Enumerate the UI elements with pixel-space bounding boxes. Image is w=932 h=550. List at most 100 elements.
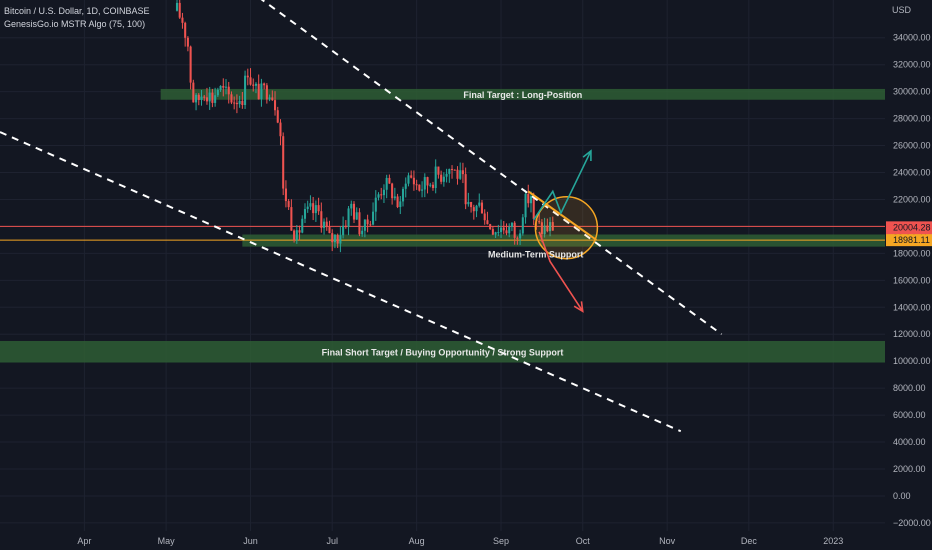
zone-rect[interactable] [0,340,885,363]
candle-body [205,97,208,102]
candle-body [336,234,339,244]
candle-body [309,203,312,207]
axis-unit-label: USD [892,5,912,15]
solid-trend-line[interactable] [527,190,597,241]
candle-body [244,75,247,105]
candle-body [440,174,443,182]
candles [175,0,554,253]
candle-body [532,196,535,219]
y-tick-label: 14000.00 [893,302,931,312]
candle-body [314,205,317,214]
candle-body [284,188,287,202]
bearish-arrow[interactable] [538,231,584,312]
candle-body [328,227,331,234]
price-tag-value: 20004.28 [893,222,931,232]
candle-body [323,221,326,228]
candle-body [508,226,511,234]
candle-body [421,189,424,191]
candle-body [254,83,258,86]
time-axis[interactable]: Apr May Jun Jul Aug Sep Oct Nov Dec 2023 [77,536,843,546]
candle-body [404,183,407,189]
candle-body [453,169,456,171]
candle-body [374,197,377,212]
candle-body [461,170,464,175]
candle-body [456,169,459,179]
candle-body [472,207,475,212]
candle-body [178,2,181,18]
chart-legend: Bitcoin / U.S. Dollar, 1D, COINBASE Gene… [4,5,150,31]
candle-body [546,225,549,232]
y-tick-label: 6000.00 [893,410,926,420]
x-tick-label: Oct [576,536,591,546]
candle-body [519,233,522,239]
x-tick-label: Sep [493,536,509,546]
y-tick-label: 24000.00 [893,168,931,178]
candle-body [475,205,478,212]
candle-body [293,230,296,241]
candle-body [437,166,440,175]
candle-body [282,136,285,189]
candle-body [538,221,541,223]
candle-body [426,177,429,186]
indicator-label[interactable]: GenesisGo.io MSTR Algo (75, 100) [4,19,146,29]
candle-body [271,97,274,101]
candle-body [203,96,206,98]
candle-body [265,85,268,100]
y-tick-label: 22000.00 [893,194,931,204]
candle-body [418,184,421,191]
candle-body [331,233,334,243]
candle-body [279,122,282,137]
candle-body [423,177,426,190]
candle-body [431,184,435,188]
candle-body [358,212,361,235]
candle-body [429,184,432,186]
candle-body [521,217,524,234]
zone-rect[interactable] [160,88,885,100]
candle-body [486,220,489,225]
dashed-trend-line[interactable] [0,131,682,433]
y-tick-label: 30000.00 [893,87,931,97]
candle-body [510,222,513,227]
price-tag [886,234,932,247]
candle-body [192,82,195,103]
y-tick-label: 28000.00 [893,114,931,124]
candle-body [303,209,307,219]
candle-body [200,96,203,100]
candle-body [489,224,492,230]
candle-body [339,235,342,244]
highlight-circle[interactable] [534,196,599,260]
candle-body [175,2,179,11]
y-tick-label: 10000.00 [893,356,931,366]
candle-body [396,196,399,208]
candle-body [450,168,454,170]
candle-body [551,222,554,231]
candle-body [529,196,533,204]
candle-body [467,201,470,205]
y-tick-label: 32000.00 [893,60,931,70]
candle-body [516,237,519,239]
candle-body [257,83,260,100]
y-tick-label: 8000.00 [893,383,926,393]
candle-body [287,201,290,208]
candle-body [415,184,418,186]
x-tick-label: Apr [77,536,91,546]
candle-body [276,110,279,123]
candle-body [216,89,219,96]
symbol-label[interactable]: Bitcoin / U.S. Dollar, 1D, COINBASE [4,6,150,16]
candle-body [197,94,200,100]
x-tick-label: Aug [409,536,425,546]
y-tick-label: −2000.00 [893,518,931,528]
dashed-trend-line[interactable] [259,0,723,336]
candle-body [483,213,486,221]
arrow-head [582,149,592,161]
candle-body [366,219,369,225]
candle-body [401,188,405,202]
candle-body [470,201,473,208]
candle-body [500,227,503,233]
bullish-arrow[interactable] [533,150,592,221]
candle-body [491,229,494,235]
candle-body [505,230,508,234]
candle-body [195,94,198,103]
price-axis[interactable]: USD 34000.00 32000.00 30000.00 28000.00 26000… [892,5,931,528]
